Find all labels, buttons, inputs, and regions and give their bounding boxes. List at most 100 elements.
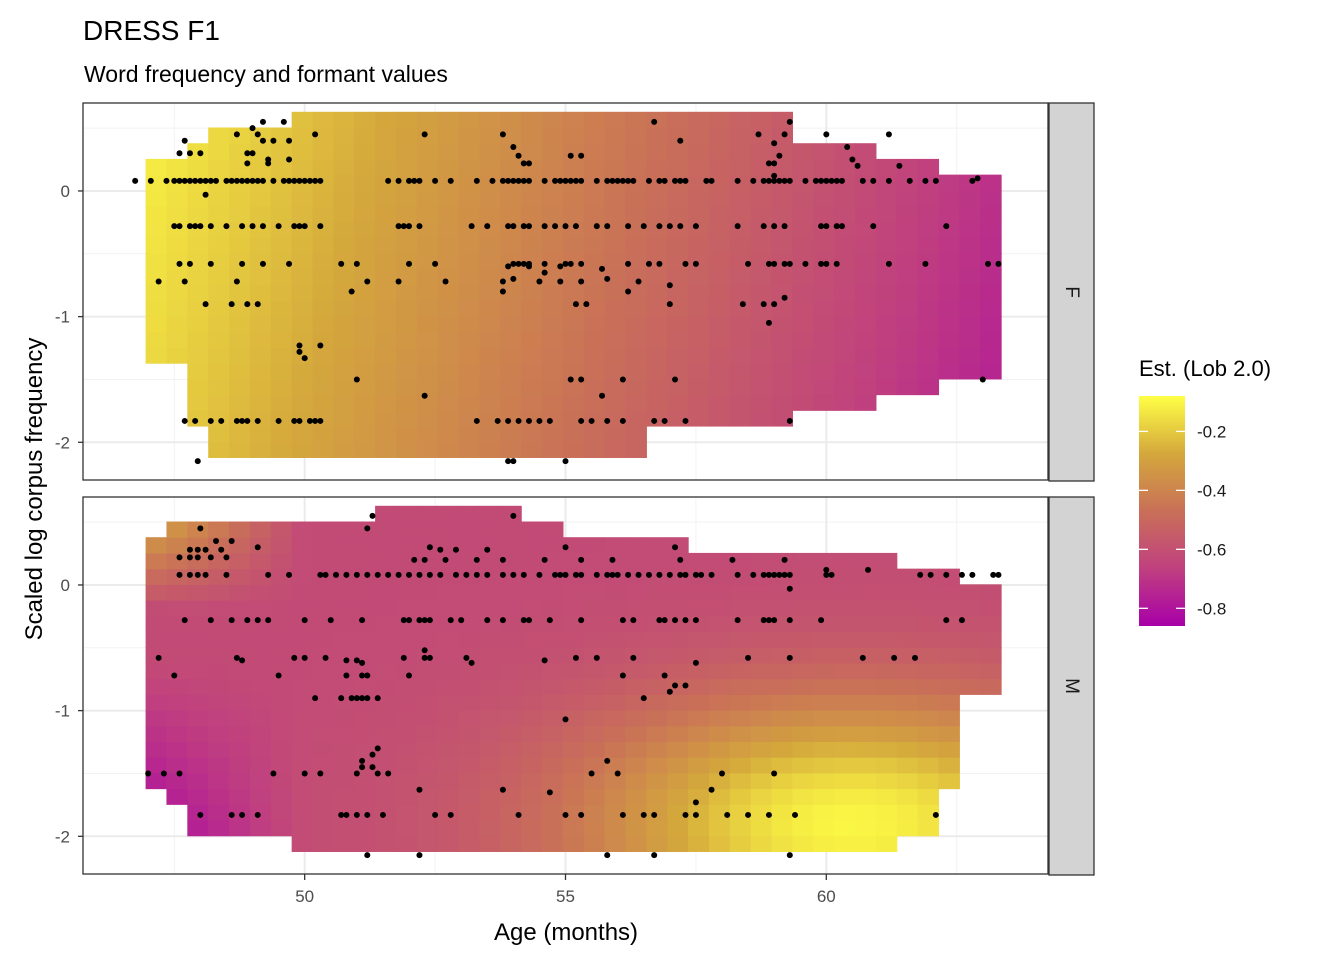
- heat-tile: [625, 143, 647, 160]
- heat-tile: [500, 331, 522, 349]
- data-point: [353, 811, 360, 818]
- data-point: [786, 260, 793, 267]
- heat-tile: [291, 441, 314, 458]
- data-point: [739, 301, 746, 308]
- heat-tile: [312, 316, 334, 333]
- data-point: [760, 301, 767, 308]
- heat-tile: [312, 300, 334, 317]
- legend-tick-label: -0.4: [1197, 481, 1226, 500]
- data-point: [239, 223, 246, 230]
- heat-tile: [792, 631, 814, 648]
- heat-tile: [291, 788, 314, 805]
- heat-tile: [208, 410, 230, 427]
- heat-tile: [500, 678, 522, 695]
- heat-tile: [395, 647, 418, 664]
- heat-tile: [896, 284, 919, 301]
- data-point: [708, 177, 715, 184]
- heat-tile: [479, 425, 501, 443]
- data-point: [557, 278, 564, 285]
- heat-tile: [959, 363, 981, 380]
- heat-tile: [521, 600, 543, 617]
- heat-tile: [750, 190, 773, 207]
- heat-tile: [729, 378, 752, 396]
- heat-tile: [270, 647, 293, 664]
- heat-tile: [354, 835, 376, 852]
- heatmap-tiles: [145, 505, 1002, 852]
- heat-tile: [521, 694, 543, 711]
- heat-tile: [855, 600, 877, 617]
- heat-tile: [479, 378, 501, 396]
- data-point: [312, 417, 319, 424]
- data-point: [546, 617, 553, 624]
- x-axis-ticks: 50 55 60: [295, 874, 836, 906]
- heat-tile: [625, 741, 647, 758]
- data-point: [317, 342, 324, 349]
- heat-tile: [166, 647, 188, 664]
- heat-tile: [479, 678, 501, 695]
- data-point: [228, 537, 235, 544]
- heat-tile: [521, 710, 543, 727]
- heat-tile: [479, 710, 501, 727]
- data-point: [385, 177, 392, 184]
- heat-tile: [270, 584, 293, 601]
- heat-tile: [395, 127, 418, 144]
- heat-tile: [354, 268, 376, 286]
- heat-tile: [917, 268, 940, 286]
- heat-tile: [375, 441, 397, 458]
- data-point: [833, 260, 840, 267]
- heat-tile: [896, 268, 919, 286]
- heat-tile: [437, 788, 460, 805]
- heat-tile: [729, 237, 752, 254]
- heat-tile: [980, 331, 1002, 349]
- heat-tile: [333, 237, 355, 254]
- heat-tile: [792, 772, 814, 790]
- heat-tile: [333, 788, 355, 805]
- heat-tile: [354, 631, 376, 648]
- data-point: [525, 160, 532, 167]
- heat-tile: [875, 710, 898, 727]
- heat-tile: [479, 552, 501, 570]
- heat-tile: [395, 819, 418, 837]
- data-point: [343, 811, 350, 818]
- data-point: [745, 260, 752, 267]
- data-point: [588, 770, 595, 777]
- heat-tile: [896, 662, 919, 680]
- heat-tile: [729, 835, 752, 852]
- data-point: [411, 177, 418, 184]
- heat-tile: [646, 237, 668, 254]
- data-point: [979, 376, 986, 383]
- heat-tile: [333, 284, 355, 301]
- heat-tile: [312, 425, 334, 443]
- heat-tile: [375, 206, 397, 223]
- heat-tile: [834, 741, 856, 758]
- heat-tile: [166, 741, 188, 758]
- heat-tile: [750, 819, 773, 837]
- heat-tile: [542, 757, 564, 774]
- heat-tile: [625, 819, 647, 837]
- heat-tile: [834, 143, 856, 160]
- data-point: [666, 688, 673, 695]
- heat-tile: [688, 819, 710, 837]
- heat-tile: [270, 363, 293, 380]
- heat-tile: [667, 331, 689, 349]
- heat-tile: [500, 710, 522, 727]
- heat-tile: [229, 662, 251, 680]
- heat-tile: [708, 662, 731, 680]
- heat-tile: [917, 347, 940, 364]
- heat-tile: [834, 284, 856, 301]
- heat-tile: [458, 394, 481, 411]
- heat-tile: [416, 694, 439, 711]
- heat-tile: [855, 378, 877, 396]
- data-point: [306, 177, 313, 184]
- data-point: [406, 617, 413, 624]
- heat-tile: [813, 725, 835, 743]
- heat-tile: [855, 174, 877, 191]
- data-point: [233, 177, 240, 184]
- heat-tile: [270, 331, 293, 349]
- heat-tile: [458, 568, 481, 585]
- heat-tile: [208, 316, 230, 333]
- heat-tile: [208, 647, 230, 664]
- data-point: [692, 811, 699, 818]
- facet-strip-m: M: [1048, 496, 1095, 876]
- heat-tile: [583, 757, 606, 774]
